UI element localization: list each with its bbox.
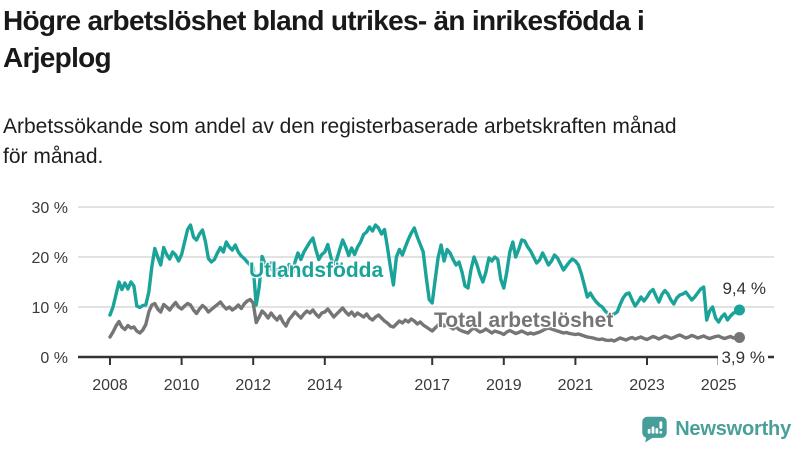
series-path-0: [108, 223, 742, 324]
x-tick-label: 2014: [307, 377, 343, 394]
chart-subtitle: Arbetssökande som andel av den registerb…: [3, 112, 677, 172]
subtitle-line-1: Arbetssökande som andel av den registerb…: [3, 115, 677, 138]
page-title: Högre arbetslöshet bland utrikes- än inr…: [3, 2, 645, 76]
y-tick-label: 20 %: [32, 250, 68, 267]
title-line-1: Högre arbetslöshet bland utrikes- än inr…: [3, 5, 645, 36]
newsworthy-chart-bubble-icon: [641, 415, 668, 443]
x-tick-label: 2008: [92, 377, 128, 394]
series-end-dot-1: [733, 332, 745, 343]
x-tick-label: 2019: [486, 377, 522, 394]
y-tick-label: 0 %: [40, 350, 68, 367]
series-path-1: [108, 297, 742, 343]
series-label-utlandsfodda: Utlandsfödda: [249, 259, 384, 282]
newsworthy-logo: Newsworthy: [641, 415, 791, 443]
end-value-label-total: 3,9 %: [718, 347, 768, 368]
x-tick-label: 2010: [164, 377, 200, 394]
y-tick-label: 10 %: [32, 300, 68, 317]
series-end-dot-0: [733, 304, 745, 316]
x-tick-label: 2017: [414, 377, 450, 394]
subtitle-line-2: för månad.: [3, 145, 104, 168]
x-tick-label: 2021: [558, 377, 594, 394]
x-tick-label: 2025: [701, 377, 737, 394]
x-tick-label: 2023: [629, 377, 665, 394]
y-tick-label: 30 %: [32, 200, 68, 217]
title-line-2: Arjeplog: [3, 42, 112, 73]
series-label-total-arbetsloshet: Total arbetslöshet: [434, 309, 614, 332]
end-value-label-utlandsfodda: 9,4 %: [722, 279, 766, 298]
x-tick-label: 2012: [235, 377, 271, 394]
newsworthy-brand-text: Newsworthy: [675, 417, 791, 440]
